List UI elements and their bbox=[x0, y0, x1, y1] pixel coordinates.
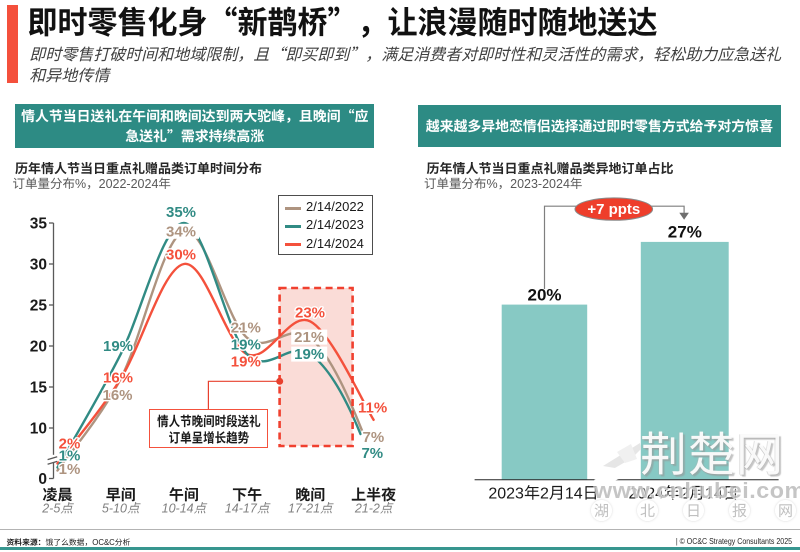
svg-text:21%: 21% bbox=[294, 329, 324, 346]
svg-text:7%: 7% bbox=[361, 445, 383, 462]
svg-text:14-17点: 14-17点 bbox=[225, 502, 271, 516]
svg-text:27%: 27% bbox=[668, 223, 702, 242]
svg-text:20: 20 bbox=[30, 338, 47, 355]
svg-text:23%: 23% bbox=[295, 305, 325, 322]
svg-text:30: 30 bbox=[30, 256, 47, 273]
svg-text:35%: 35% bbox=[166, 204, 196, 221]
svg-text:早间: 早间 bbox=[106, 487, 136, 504]
svg-text:30%: 30% bbox=[166, 247, 196, 264]
svg-text:25: 25 bbox=[30, 297, 48, 314]
svg-text:35: 35 bbox=[30, 215, 48, 232]
svg-text:16%: 16% bbox=[102, 387, 132, 404]
svg-text:17-21点: 17-21点 bbox=[288, 502, 334, 516]
svg-text:2023年2月14日: 2023年2月14日 bbox=[488, 485, 598, 503]
svg-text:7%: 7% bbox=[363, 429, 385, 446]
svg-text:10-14点: 10-14点 bbox=[162, 502, 208, 516]
svg-text:10: 10 bbox=[30, 420, 47, 437]
svg-text:+7 ppts: +7 ppts bbox=[587, 201, 640, 218]
svg-text:21%: 21% bbox=[231, 320, 261, 337]
svg-text:凌晨: 凌晨 bbox=[42, 487, 72, 504]
svg-text:2-5点: 2-5点 bbox=[41, 502, 74, 516]
svg-text:20%: 20% bbox=[527, 286, 561, 305]
svg-text:2%: 2% bbox=[59, 436, 81, 453]
svg-text:19%: 19% bbox=[103, 338, 133, 355]
svg-text:0: 0 bbox=[38, 471, 47, 488]
svg-text:15: 15 bbox=[30, 379, 48, 396]
svg-text:34%: 34% bbox=[166, 223, 196, 240]
svg-text:19%: 19% bbox=[231, 337, 261, 354]
svg-text:19%: 19% bbox=[231, 354, 261, 371]
svg-text:11%: 11% bbox=[358, 399, 387, 416]
svg-text:1%: 1% bbox=[59, 461, 81, 478]
svg-text:下午: 下午 bbox=[232, 487, 262, 504]
svg-text:1%: 1% bbox=[59, 448, 81, 465]
svg-text:午间: 午间 bbox=[169, 487, 199, 504]
svg-text:5-10点: 5-10点 bbox=[102, 502, 141, 516]
svg-text:2024年2月14日: 2024年2月14日 bbox=[628, 485, 738, 503]
svg-text:晚间: 晚间 bbox=[295, 487, 325, 504]
svg-text:21-2点: 21-2点 bbox=[354, 502, 394, 516]
svg-text:16%: 16% bbox=[103, 370, 133, 387]
svg-text:19%: 19% bbox=[294, 346, 324, 363]
svg-text:上半夜: 上半夜 bbox=[351, 487, 396, 504]
